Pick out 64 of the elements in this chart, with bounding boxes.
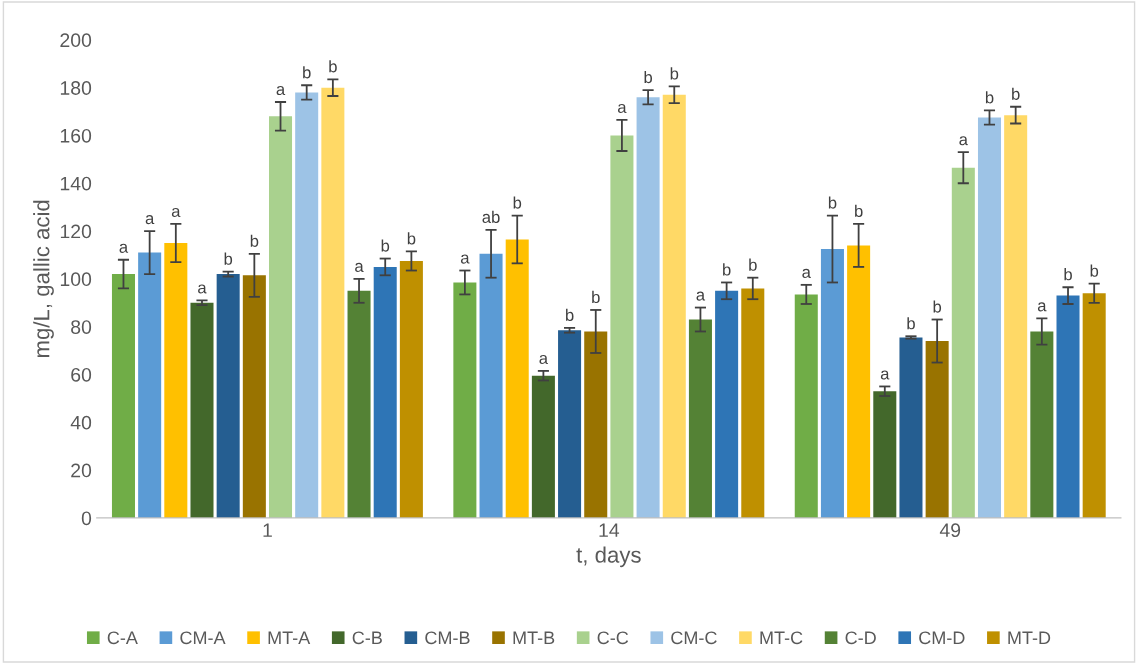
data-label: a bbox=[145, 215, 155, 225]
legend-label: CM-D bbox=[919, 631, 965, 645]
data-label: b bbox=[224, 252, 233, 265]
data-label: b bbox=[985, 91, 994, 104]
data-label: a bbox=[460, 254, 470, 264]
data-label: a bbox=[802, 268, 811, 278]
data-label: b bbox=[933, 300, 942, 313]
data-label: a bbox=[355, 262, 364, 272]
legend-label: CM-C bbox=[671, 631, 717, 645]
data-label: a bbox=[171, 207, 181, 218]
data-label: a bbox=[276, 85, 286, 96]
data-label: a bbox=[959, 136, 968, 146]
data-label: b bbox=[1090, 264, 1099, 277]
data-label: a bbox=[617, 103, 627, 114]
x-axis-title: t, days bbox=[576, 546, 641, 568]
data-label: a bbox=[880, 370, 890, 380]
data-label: b bbox=[855, 204, 863, 218]
data-label: b bbox=[670, 67, 679, 80]
y-tick-label: 180 bbox=[60, 81, 92, 95]
data-label: b bbox=[381, 239, 390, 252]
data-label: b bbox=[723, 263, 731, 276]
y-axis-title: mg/L, gallic acid bbox=[33, 200, 54, 358]
y-tick-label: 140 bbox=[60, 176, 92, 191]
x-tick-label: 14 bbox=[599, 523, 620, 537]
data-label: a bbox=[539, 354, 549, 365]
data-label: b bbox=[1012, 87, 1020, 100]
x-tick-label: 49 bbox=[939, 523, 961, 538]
data-label: b bbox=[749, 258, 757, 271]
legend-label: MT-A bbox=[268, 631, 311, 644]
data-label: b bbox=[644, 70, 653, 84]
legend-label: MT-B bbox=[513, 631, 555, 644]
legend-label: MT-D bbox=[1008, 631, 1051, 644]
x-tick-label: 1 bbox=[263, 523, 272, 537]
data-label: ab bbox=[482, 210, 500, 223]
data-label: a bbox=[119, 243, 129, 253]
data-label: b bbox=[828, 196, 837, 209]
y-tick-label: 60 bbox=[71, 367, 92, 382]
y-tick-label: 80 bbox=[71, 320, 92, 334]
data-label: b bbox=[1064, 268, 1072, 281]
legend-label: C-C bbox=[597, 631, 629, 645]
data-label: a bbox=[1037, 302, 1047, 312]
legend-label: C-B bbox=[352, 631, 382, 645]
data-label: b bbox=[592, 290, 600, 304]
data-label: b bbox=[303, 66, 311, 79]
legend-label: MT-C bbox=[760, 631, 803, 645]
y-tick-label: 20 bbox=[71, 463, 92, 478]
y-tick-label: 120 bbox=[60, 224, 92, 239]
y-tick-label: 200 bbox=[60, 33, 92, 48]
legend-label: CM-A bbox=[180, 631, 226, 645]
y-tick-label: 100 bbox=[60, 272, 92, 287]
legend-label: C-A bbox=[107, 631, 138, 645]
data-label: a bbox=[696, 291, 706, 301]
data-label: b bbox=[513, 196, 522, 209]
data-label: b bbox=[407, 232, 416, 245]
y-tick-label: 40 bbox=[70, 415, 92, 430]
data-label: b bbox=[250, 234, 259, 247]
legend-label: CM-B bbox=[425, 631, 470, 645]
data-label: b bbox=[329, 60, 337, 73]
y-tick-label: 160 bbox=[60, 128, 92, 143]
legend-label: C-D bbox=[845, 631, 876, 645]
data-label: b bbox=[907, 317, 915, 330]
data-label: b bbox=[566, 308, 574, 321]
y-tick-label: 0 bbox=[81, 511, 92, 526]
data-label: a bbox=[198, 284, 207, 294]
